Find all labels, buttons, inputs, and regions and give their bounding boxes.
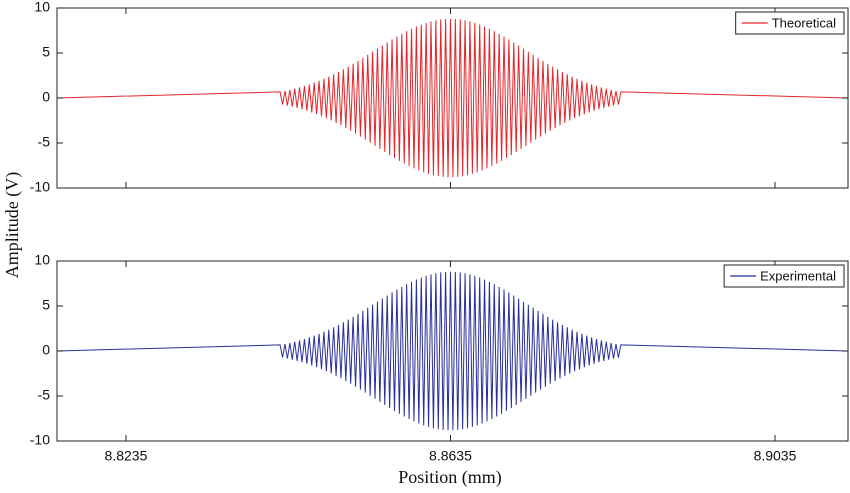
y-tick-label: 10 (34, 0, 50, 15)
legend-label: Experimental (760, 268, 836, 283)
data-line (56, 18, 849, 178)
y-tick-label: -10 (30, 179, 50, 195)
y-tick-label: -10 (30, 432, 50, 448)
data-line (56, 271, 849, 431)
x-tick-label: 8.8635 (429, 448, 472, 464)
x-axis-label: Position (mm) (398, 467, 502, 488)
y-tick-label: -5 (38, 134, 51, 150)
y-tick-label: 5 (42, 297, 50, 313)
y-tick-label: -5 (38, 387, 51, 403)
y-tick-label: 10 (34, 252, 50, 268)
legend-box (723, 264, 845, 288)
y-tick-label: 5 (42, 44, 50, 60)
y-tick-label: 0 (42, 89, 50, 105)
y-tick-label: 0 (42, 342, 50, 358)
legend-label: Theoretical (772, 15, 836, 30)
x-tick-label: 8.9035 (754, 448, 797, 464)
legend-box (735, 11, 845, 35)
x-tick-label: 8.8235 (105, 448, 148, 464)
y-axis-label: Amplitude (V) (2, 172, 23, 278)
